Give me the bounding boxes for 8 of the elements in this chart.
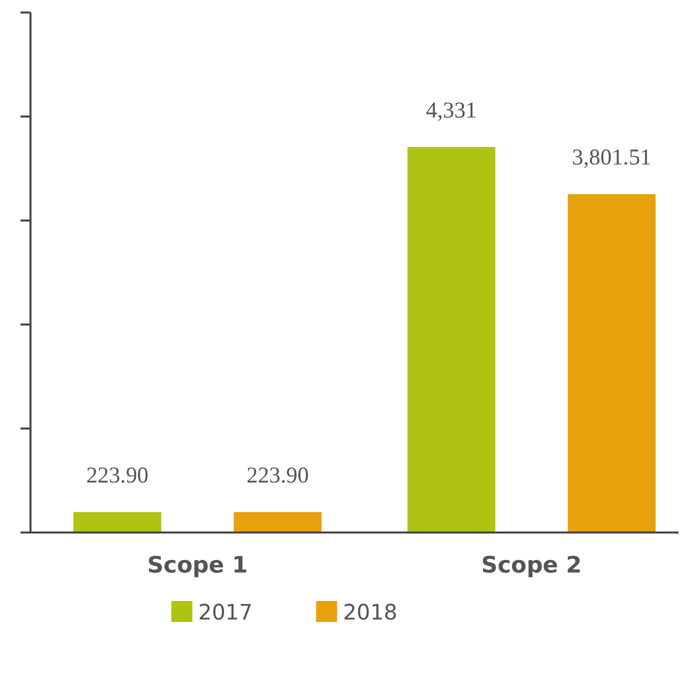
data-label: 223.90 xyxy=(86,462,149,488)
x-tick-label: Scope 1 xyxy=(147,552,248,578)
data-label: 223.90 xyxy=(246,462,309,488)
legend-label: 2018 xyxy=(343,600,398,626)
legend-label: 2017 xyxy=(198,600,253,626)
data-label: 3,801.51 xyxy=(572,144,652,170)
x-tick-label: Scope 2 xyxy=(481,552,582,578)
data-label: 4,331 xyxy=(426,98,477,123)
